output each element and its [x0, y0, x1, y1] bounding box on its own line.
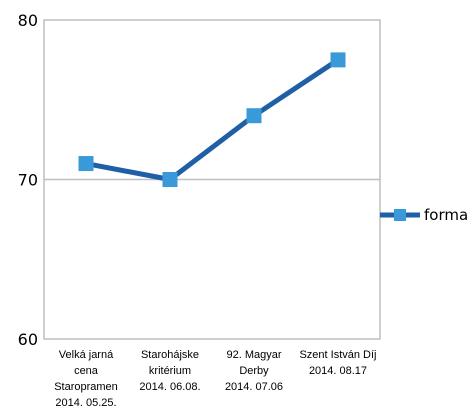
x-tick-label-line: cena: [74, 365, 99, 377]
x-tick-label-line: Szent István Díj: [299, 349, 376, 361]
y-tick-label: 80: [18, 11, 38, 30]
data-point-marker: [246, 108, 262, 124]
x-tick-label-line: Derby: [239, 365, 269, 377]
x-tick-label-line: 92. Magyar: [226, 349, 281, 361]
x-tick-label: 92. Magyar Derby 2014. 07.06: [225, 349, 283, 393]
legend: forma: [380, 206, 468, 224]
x-tick-label-line: Velká jarná: [59, 349, 114, 361]
data-point-marker: [78, 156, 94, 172]
x-tick-label-line: Starohájske: [141, 349, 199, 361]
x-tick-label: Velká jarná cena Staropramen 2014. 05.25.: [54, 349, 118, 408]
x-tick-label-line: 2014. 06.08.: [139, 381, 200, 393]
x-tick-label-line: 2014. 05.25.: [55, 397, 116, 408]
x-tick-label: Szent István Díj 2014. 08.17: [299, 349, 376, 377]
legend-marker-swatch: [394, 209, 406, 221]
x-tick-label: Starohájske kritérium 2014. 06.08.: [139, 349, 200, 393]
x-axis-category-labels: Velká jarná cena Staropramen 2014. 05.25. St…: [54, 349, 376, 408]
series-layer: [78, 52, 346, 187]
legend-label: forma: [424, 206, 468, 224]
series-line-forma: [83, 57, 341, 182]
y-axis-tick-labels: 60 70 80: [18, 11, 38, 349]
x-tick-label-line: kritérium: [149, 365, 191, 377]
x-tick-label-line: 2014. 07.06: [225, 381, 283, 393]
data-point-marker: [162, 172, 178, 187]
y-tick-label: 60: [18, 330, 38, 349]
x-tick-label-line: Staropramen: [54, 381, 118, 393]
data-point-marker: [330, 52, 346, 68]
y-tick-label: 70: [18, 171, 38, 190]
x-tick-label-line: 2014. 08.17: [309, 365, 367, 377]
